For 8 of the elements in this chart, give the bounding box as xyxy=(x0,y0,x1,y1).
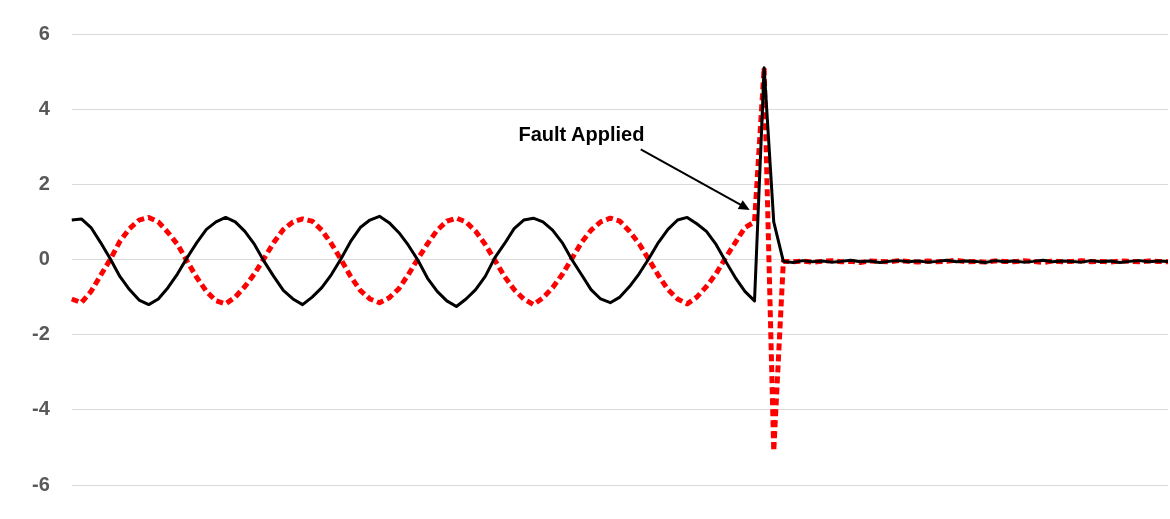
y-tick-label: 4 xyxy=(38,96,51,119)
y-tick-label: 2 xyxy=(38,171,50,194)
y-tick-label: 0 xyxy=(38,247,50,270)
y-tick-label: -4 xyxy=(31,397,51,420)
y-tick-label: 6 xyxy=(38,21,50,44)
y-tick-label: -6 xyxy=(31,472,50,495)
y-tick-label: -2 xyxy=(31,322,50,345)
annotation: Fault Applied xyxy=(518,122,645,145)
